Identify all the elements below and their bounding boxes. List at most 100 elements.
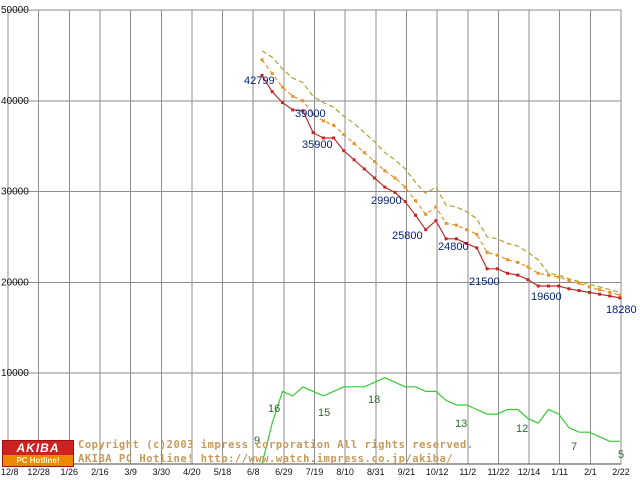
x-tick-label: 7/19: [306, 467, 324, 477]
x-tick-label: 2/22: [612, 467, 630, 477]
marker-average-price: [403, 185, 407, 189]
marker-average-price: [598, 288, 602, 292]
marker-lowest-price: [373, 176, 376, 180]
marker-lowest-price: [536, 284, 540, 288]
x-tick-label: 3/9: [124, 467, 137, 477]
price-label: 29900: [371, 195, 402, 207]
marker-average-price: [516, 260, 520, 264]
marker-average-price: [618, 293, 622, 297]
marker-lowest-price: [260, 73, 264, 77]
x-tick-label: 11/22: [487, 467, 509, 477]
marker-average-price: [352, 142, 356, 145]
price-label: 42799: [244, 75, 275, 87]
price-label: 21500: [469, 276, 500, 288]
marker-average-price: [557, 275, 561, 279]
series-lowest-price: [261, 75, 621, 299]
marker-lowest-price: [485, 267, 489, 271]
series-shop-count: [261, 377, 620, 465]
shop-count-label: 18: [368, 394, 380, 406]
marker-average-price: [311, 112, 315, 116]
y-tick-label: 10000: [1, 368, 29, 379]
shop-count-label: 15: [318, 407, 330, 419]
marker-lowest-price: [495, 267, 499, 271]
marker-lowest-price: [270, 90, 274, 94]
marker-average-price: [526, 265, 530, 269]
marker-lowest-price: [444, 237, 448, 241]
shop-count-label: 16: [268, 403, 280, 415]
marker-average-price: [546, 273, 550, 277]
shop-count-label: 9: [254, 435, 260, 447]
marker-average-price: [332, 123, 336, 127]
y-tick-label: 40000: [1, 96, 29, 107]
marker-average-price: [444, 221, 448, 225]
marker-lowest-price: [301, 109, 305, 113]
marker-average-price: [506, 258, 509, 262]
marker-lowest-price: [434, 219, 438, 223]
akiba-logo-subtitle: PC Hotline!: [3, 455, 73, 466]
x-tick-label: 10/12: [426, 467, 449, 477]
marker-lowest-price: [311, 131, 315, 135]
marker-average-price: [321, 119, 325, 123]
marker-lowest-price: [291, 108, 295, 112]
marker-average-price: [383, 169, 387, 173]
akiba-logo: AKIBA PC Hotline!: [2, 440, 74, 467]
marker-lowest-price: [618, 296, 622, 300]
marker-lowest-price: [608, 294, 612, 298]
marker-lowest-price: [352, 158, 356, 162]
marker-lowest-price: [598, 292, 602, 296]
marker-lowest-price: [332, 136, 336, 140]
price-label: 25800: [392, 230, 423, 242]
marker-lowest-price: [557, 284, 561, 288]
marker-lowest-price: [403, 200, 407, 204]
copyright-line2: AKIBA PC Hotline! http://www.watch.impre…: [78, 453, 454, 465]
x-tick-label: 3/30: [152, 467, 170, 477]
marker-average-price: [424, 212, 428, 216]
y-tick-label: 50000: [1, 5, 29, 16]
marker-lowest-price: [567, 287, 571, 291]
y-tick-label: 30000: [1, 187, 29, 198]
marker-average-price: [587, 285, 591, 289]
copyright-line1: Copyright (c)2003 impress corporation Al…: [78, 439, 474, 451]
marker-average-price: [362, 151, 366, 155]
marker-lowest-price: [414, 213, 417, 217]
marker-lowest-price: [475, 246, 479, 250]
marker-lowest-price: [393, 191, 397, 194]
marker-lowest-price: [587, 290, 591, 294]
marker-average-price: [393, 176, 397, 180]
marker-lowest-price: [321, 136, 325, 140]
x-tick-label: 8/31: [367, 467, 385, 477]
marker-average-price: [301, 99, 305, 103]
marker-average-price: [342, 132, 346, 136]
x-tick-label: 12/28: [27, 467, 50, 477]
y-tick-label: 20000: [1, 277, 29, 288]
x-tick-label: 5/18: [214, 467, 232, 477]
marker-lowest-price: [577, 289, 581, 293]
marker-average-price: [270, 72, 274, 76]
x-tick-label: 9/21: [398, 467, 416, 477]
marker-lowest-price: [342, 149, 346, 153]
marker-lowest-price: [383, 185, 387, 189]
x-tick-label: 1/11: [551, 467, 568, 477]
x-tick-label: 11/2: [459, 467, 476, 477]
x-tick-label: 8/10: [336, 467, 354, 477]
series-average-price: [261, 59, 621, 296]
shop-count-label: 5: [618, 449, 624, 461]
x-tick-label: 12/8: [1, 467, 19, 477]
marker-lowest-price: [526, 278, 530, 282]
shop-count-label: 13: [455, 418, 467, 430]
x-tick-label: 6/29: [275, 467, 293, 477]
marker-lowest-price: [546, 284, 550, 288]
price-label: 19600: [531, 291, 562, 303]
x-tick-label: 1/26: [61, 467, 79, 477]
marker-average-price: [373, 160, 376, 164]
marker-average-price: [495, 253, 499, 257]
marker-average-price: [260, 58, 264, 62]
x-tick-label: 12/14: [518, 467, 541, 477]
marker-average-price: [281, 85, 284, 89]
marker-average-price: [475, 232, 479, 236]
shop-count-label: 12: [516, 423, 528, 435]
marker-average-price: [536, 271, 540, 275]
marker-lowest-price: [465, 241, 469, 245]
marker-average-price: [577, 281, 581, 285]
